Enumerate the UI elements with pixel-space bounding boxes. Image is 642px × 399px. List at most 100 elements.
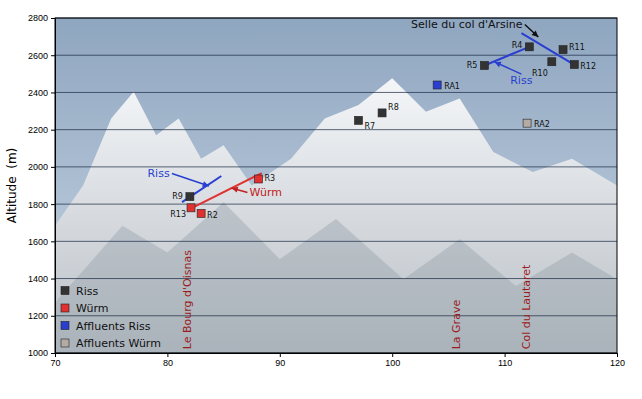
y-tick: 1000 bbox=[28, 348, 55, 358]
legend-swatch bbox=[61, 339, 69, 347]
x-tick-mark bbox=[617, 353, 618, 357]
legend-label: Riss bbox=[76, 285, 98, 298]
annotation-arrowhead bbox=[532, 30, 539, 37]
point-label: R8 bbox=[388, 103, 399, 112]
annotation-arrow bbox=[172, 173, 209, 186]
mountains bbox=[55, 78, 617, 353]
y-tick-mark bbox=[51, 279, 55, 280]
legend: RissWürmAffluents RissAffluents Würm bbox=[61, 285, 161, 351]
y-tick-label: 2200 bbox=[28, 125, 48, 135]
y-tick-mark bbox=[51, 55, 55, 56]
legend-label: Affluents Würm bbox=[76, 337, 161, 350]
point-label: RA1 bbox=[444, 82, 460, 91]
point-label: R7 bbox=[364, 122, 375, 131]
plot-frame bbox=[55, 18, 617, 353]
x-tick-label: 90 bbox=[275, 358, 285, 368]
point-label: R11 bbox=[569, 43, 585, 52]
grid bbox=[55, 18, 617, 353]
y-tick-label: 2400 bbox=[28, 88, 48, 98]
y-tick: 1600 bbox=[28, 237, 55, 247]
y-tick: 2200 bbox=[28, 125, 55, 135]
point bbox=[378, 109, 386, 117]
y-tick-mark bbox=[51, 130, 55, 131]
x-tick: 80 bbox=[163, 353, 173, 368]
y-axis: 1000 1200 1400 1600 1800 2000 2200 2400 2600 2800 bbox=[28, 13, 56, 358]
place-label: Le Bourg d'Oisnas bbox=[181, 250, 194, 349]
x-tick: 90 bbox=[275, 353, 285, 368]
annotation: Riss bbox=[147, 167, 169, 180]
point bbox=[197, 209, 205, 217]
x-tick-mark bbox=[392, 353, 393, 357]
grid-line bbox=[55, 204, 617, 205]
plot: 70 80 90 100 110 120 1000 1200 1400 1600 1800 2000 2… bbox=[28, 13, 625, 368]
x-tick-mark bbox=[505, 353, 506, 357]
grid-line bbox=[55, 241, 617, 242]
marks bbox=[182, 33, 578, 217]
x-tick-mark bbox=[167, 353, 168, 357]
texts: R9R7R8R5R4R10R11R12R13R2R3RA1RA2Selle du… bbox=[147, 18, 596, 349]
y-tick-label: 1000 bbox=[28, 348, 48, 358]
x-axis: 70 80 90 100 110 120 bbox=[50, 353, 625, 368]
annotation: Selle du col d'Arsine bbox=[411, 18, 523, 31]
y-tick-label: 2800 bbox=[28, 13, 48, 23]
y-tick: 1400 bbox=[28, 274, 55, 284]
place-label: Col du Lautaret bbox=[520, 264, 533, 349]
x-tick: 70 bbox=[50, 353, 60, 368]
point bbox=[187, 204, 195, 212]
sky bbox=[55, 18, 617, 353]
annotation-line bbox=[182, 176, 221, 202]
y-tick: 2800 bbox=[28, 13, 55, 23]
grid-line bbox=[55, 55, 617, 56]
mountain-shade bbox=[55, 202, 617, 353]
x-tick: 120 bbox=[610, 353, 625, 368]
y-tick-mark bbox=[51, 204, 55, 205]
y-axis-title: Altitude (m) bbox=[5, 148, 19, 224]
x-tick-mark bbox=[280, 353, 281, 357]
point bbox=[254, 175, 262, 183]
annotation-arrowhead bbox=[494, 62, 501, 68]
point bbox=[186, 193, 194, 201]
point bbox=[523, 119, 531, 127]
annotation-line bbox=[484, 47, 529, 66]
y-tick: 2600 bbox=[28, 51, 55, 61]
grid-line bbox=[55, 92, 617, 93]
point bbox=[559, 46, 567, 54]
y-tick-mark bbox=[51, 167, 55, 168]
grid-line bbox=[55, 129, 617, 130]
annotation: Riss bbox=[510, 74, 532, 87]
grid-line bbox=[55, 166, 617, 167]
legend-swatch bbox=[61, 322, 69, 330]
x-tick-label: 70 bbox=[50, 358, 60, 368]
y-tick-label: 2000 bbox=[28, 162, 48, 172]
annotation-arrow bbox=[525, 25, 539, 37]
point-label: R12 bbox=[580, 62, 596, 71]
series bbox=[186, 43, 578, 201]
x-tick-label: 80 bbox=[163, 358, 173, 368]
y-tick-label: 1800 bbox=[28, 199, 48, 209]
x-tick: 100 bbox=[385, 353, 400, 368]
x-tick-label: 100 bbox=[385, 358, 400, 368]
y-tick-mark bbox=[51, 241, 55, 242]
annotation: Würm bbox=[249, 186, 282, 199]
point bbox=[480, 61, 488, 69]
y-tick-mark bbox=[51, 316, 55, 317]
legend-swatch bbox=[61, 304, 69, 312]
chart: 70 80 90 100 110 120 1000 1200 1400 1600 1800 2000 2… bbox=[0, 0, 642, 399]
x-tick-label: 110 bbox=[498, 358, 512, 368]
point-label: R3 bbox=[264, 174, 275, 183]
place-label: La Grave bbox=[450, 300, 463, 350]
point bbox=[570, 61, 578, 69]
y-tick-label: 1200 bbox=[28, 311, 48, 321]
y-tick: 2400 bbox=[28, 88, 55, 98]
annotation-arrow bbox=[494, 62, 521, 74]
annotation-arrowhead bbox=[202, 181, 209, 187]
legend-swatch bbox=[61, 287, 69, 295]
series bbox=[523, 119, 531, 127]
legend-label: Würm bbox=[76, 302, 109, 315]
y-tick-mark bbox=[51, 353, 55, 354]
point bbox=[525, 43, 533, 51]
y-tick: 1200 bbox=[28, 311, 55, 321]
point-label: R2 bbox=[207, 211, 218, 220]
point-label: R10 bbox=[532, 69, 548, 78]
background bbox=[55, 18, 617, 353]
